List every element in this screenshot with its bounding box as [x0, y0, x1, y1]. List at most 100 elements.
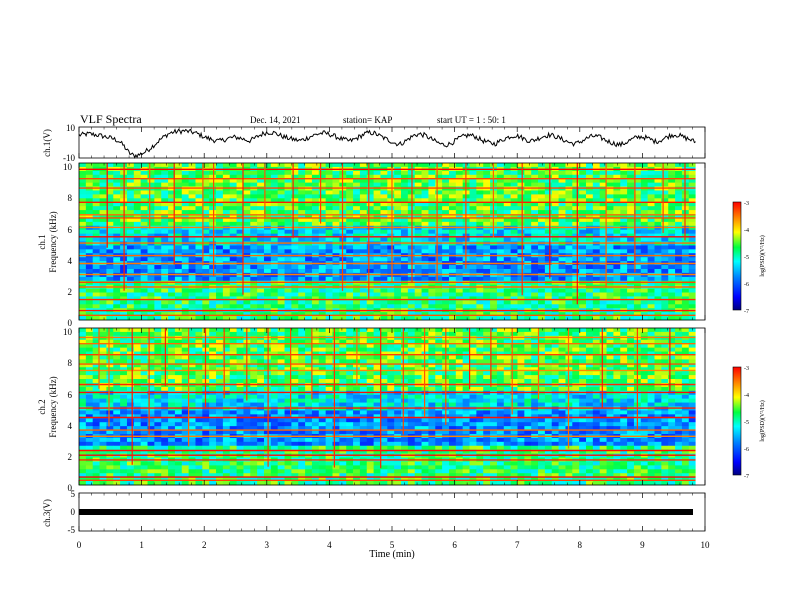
spectrogram-cell: [407, 367, 416, 372]
spectrogram-cell: [421, 194, 429, 199]
spectrogram-cell: [79, 331, 87, 337]
spectrogram-cell: [448, 343, 457, 349]
spectrogram-cell: [640, 276, 649, 282]
spectrogram-cell: [654, 300, 662, 305]
spectrogram-cell: [99, 359, 107, 364]
spectrogram-cell: [401, 312, 409, 317]
spectrogram-cell: [681, 300, 690, 305]
spectrogram-cell: [373, 221, 381, 227]
spectrogram-cell: [174, 265, 183, 270]
spectrogram-cell: [455, 359, 464, 364]
spectrogram-cell: [346, 304, 354, 309]
spectrogram-cell: [263, 237, 272, 242]
spectrogram-cell: [79, 288, 87, 293]
spectrogram-cell: [606, 217, 614, 223]
spectrogram-cell: [503, 304, 512, 309]
spectrogram-cell: [435, 221, 443, 227]
spectrogram-cell: [681, 331, 690, 337]
spectrogram-cell: [181, 163, 190, 168]
spectrogram-cell: [270, 265, 279, 270]
spectrogram-cell: [558, 328, 566, 333]
spectrogram-cell: [483, 312, 491, 317]
spectrogram-cell: [524, 214, 532, 219]
spectrogram-cell: [92, 371, 100, 376]
spectrogram-cell: [592, 229, 601, 235]
spectrogram-cell: [620, 359, 628, 364]
spectrogram-cell: [154, 257, 162, 262]
spectrogram-cell: [387, 312, 395, 317]
spectrogram-cell: [133, 276, 142, 282]
spectrogram-cell: [216, 237, 224, 242]
spectrogram-cell: [113, 210, 121, 215]
spectrogram-cell: [202, 257, 210, 262]
spectrogram-cell: [531, 206, 539, 211]
spectrogram-cell: [414, 174, 422, 180]
spectrogram-cell: [359, 371, 368, 376]
spectrogram-cell: [161, 202, 169, 207]
spectrogram-cell: [613, 174, 621, 180]
spectrogram-cell: [174, 343, 183, 349]
spectrogram-cell: [126, 331, 135, 337]
spectrogram-cell: [257, 221, 265, 227]
spectrogram-cell: [140, 347, 148, 352]
spectrogram-cell: [332, 245, 340, 250]
spectrogram-cell: [291, 245, 299, 250]
spectrogram-cell: [284, 265, 292, 270]
spectrogram-cell: [195, 163, 203, 168]
spectrogram-cell: [181, 351, 190, 356]
spectrogram-cell: [572, 339, 580, 345]
spectrogram-cell: [147, 292, 155, 297]
spectrogram-cell: [366, 217, 374, 223]
spectrogram-cell: [236, 288, 244, 293]
spectrogram-cell: [270, 174, 279, 180]
spectrogram-cell: [572, 257, 580, 262]
spectrogram-cell: [627, 233, 635, 238]
spectrogram-cell: [592, 276, 601, 282]
spectrogram-cell: [92, 292, 100, 297]
spectrogram-cell: [168, 304, 176, 309]
spectrogram-cell: [311, 202, 320, 207]
spectrogram-cell: [154, 190, 162, 195]
spectrogram-cell: [209, 316, 217, 321]
spectrogram-cell: [538, 265, 546, 270]
spectrogram-cell: [448, 371, 457, 376]
spectrogram-cell: [161, 268, 169, 274]
spectrogram-cell: [92, 375, 100, 380]
spectrogram-cell: [250, 347, 258, 352]
spectrogram-cell: [572, 304, 580, 309]
spectrogram-cell: [538, 174, 546, 180]
spectrogram-cell: [606, 194, 614, 199]
spectrogram-cell: [291, 190, 299, 195]
spectrogram-cell: [99, 288, 107, 293]
spectrogram-cell: [202, 190, 210, 195]
spectrogram-cell: [284, 257, 292, 262]
spectrogram-cell: [106, 202, 114, 207]
spectrogram-cell: [243, 202, 251, 207]
spectrogram-cell: [373, 367, 381, 372]
spectrogram-cell: [147, 343, 155, 349]
spectrogram-cell: [633, 237, 642, 242]
spectrogram-cell: [79, 343, 87, 349]
spectrogram-cell: [599, 163, 607, 168]
spectrogram-cell: [380, 249, 388, 254]
spectrogram-cell: [181, 296, 190, 301]
spectrogram-cell: [428, 355, 436, 360]
spectrogram-cell: [455, 178, 464, 184]
spectrogram-cell: [455, 296, 464, 301]
spectrogram-cell: [291, 217, 299, 223]
spectrogram-cell: [222, 221, 231, 227]
spectrogram-cell: [558, 351, 566, 356]
spectrogram-cell: [277, 347, 285, 352]
spectrogram-cell: [181, 276, 190, 282]
spectrogram-cell: [270, 229, 279, 235]
spectrogram-cell: [229, 265, 237, 270]
spectrogram-cell: [496, 351, 505, 356]
spectrogram-cell: [188, 237, 196, 242]
spectrogram-cell: [270, 221, 279, 227]
spectrogram-cell: [496, 339, 505, 345]
spectrogram-cell: [640, 343, 649, 349]
spectrogram-cell: [613, 229, 621, 235]
spectrogram-cell: [599, 371, 607, 376]
spectrogram-cell: [585, 339, 594, 345]
